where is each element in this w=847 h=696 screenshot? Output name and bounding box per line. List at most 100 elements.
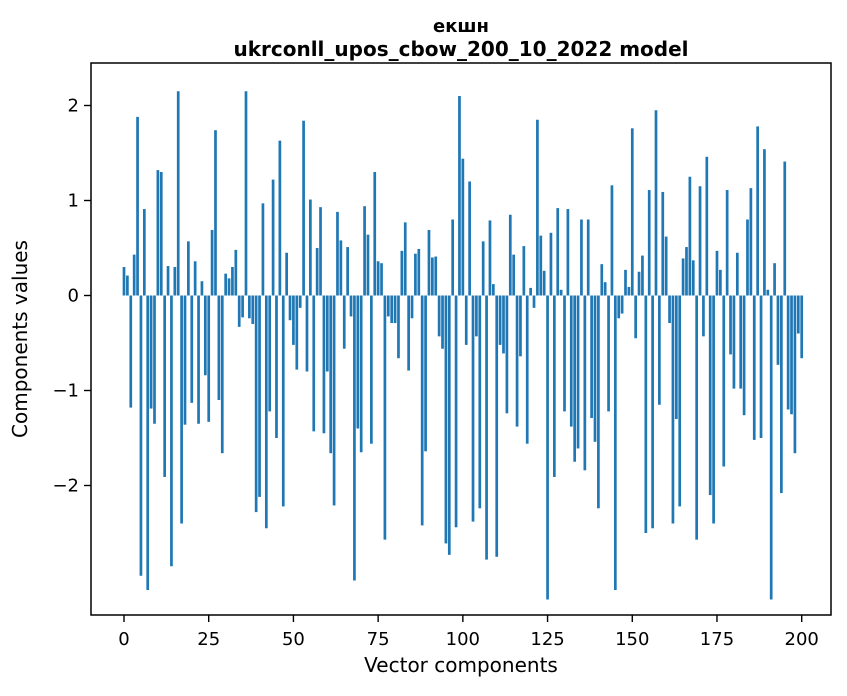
bar [264, 295, 268, 529]
bar [122, 267, 126, 296]
bar [597, 295, 600, 509]
bar [356, 295, 360, 429]
bar [475, 295, 478, 337]
bar [173, 267, 177, 296]
bar [580, 219, 583, 296]
bar [214, 130, 217, 296]
x-tick-label: 50 [282, 629, 305, 650]
bar [329, 295, 333, 454]
bar [647, 190, 651, 296]
bar [339, 240, 343, 296]
bar [505, 295, 509, 414]
bar [190, 295, 194, 403]
bar [776, 295, 780, 365]
bar [170, 295, 173, 567]
bar [197, 295, 200, 424]
bar [715, 250, 719, 296]
bar [156, 170, 160, 296]
bar [566, 209, 570, 296]
bar [539, 235, 543, 296]
bar [556, 208, 560, 296]
bar [698, 186, 702, 296]
bar [153, 295, 156, 424]
bar [641, 255, 644, 296]
bar [607, 295, 610, 412]
bar [451, 219, 455, 296]
bar [393, 295, 397, 324]
bar [719, 269, 722, 296]
bar [746, 219, 749, 296]
bar [447, 295, 451, 555]
x-tick-label: 75 [367, 629, 390, 650]
bar [678, 295, 682, 507]
bar [454, 295, 458, 528]
bar [309, 199, 312, 296]
bar [691, 260, 695, 296]
bar [217, 295, 221, 400]
bar [366, 234, 370, 296]
bars-group [122, 91, 804, 600]
bar [478, 295, 482, 509]
bar [132, 254, 136, 296]
x-tick-label: 25 [197, 629, 220, 650]
bar [563, 295, 566, 412]
bar [363, 206, 366, 296]
bar [437, 295, 441, 337]
bar [725, 190, 729, 296]
bar [376, 261, 380, 296]
bar [705, 156, 709, 296]
bar [752, 295, 756, 440]
x-axis-ticks: 0 25 50 75 100 125 150 175 200 [118, 615, 819, 650]
bar [288, 295, 292, 321]
bar [549, 232, 553, 296]
bar [176, 91, 180, 296]
bar [268, 295, 272, 412]
bar [786, 295, 790, 410]
bar [271, 179, 275, 296]
bar [292, 295, 295, 345]
bar [207, 295, 211, 422]
bar [336, 211, 339, 296]
bar [586, 219, 590, 296]
bar [403, 222, 407, 296]
bar [434, 256, 438, 296]
bar [732, 295, 736, 389]
bar [671, 295, 675, 524]
bar [380, 263, 383, 296]
bar [590, 295, 593, 419]
bar [332, 295, 336, 506]
bar [163, 295, 167, 477]
bar [261, 203, 265, 296]
bar [627, 286, 631, 296]
bar [461, 158, 465, 296]
bar [664, 236, 668, 296]
bar [708, 295, 712, 495]
bar [492, 284, 495, 296]
x-tick-label: 0 [118, 629, 129, 650]
bar [515, 295, 519, 427]
bar [468, 181, 471, 296]
bar [722, 295, 726, 467]
bar [793, 295, 797, 454]
y-tick-label: −2 [52, 476, 79, 497]
bar [603, 282, 607, 296]
bar [139, 295, 143, 576]
bar [796, 295, 800, 334]
bar [668, 295, 671, 324]
bar [359, 295, 363, 453]
bar [559, 289, 563, 296]
bar [200, 281, 204, 296]
bar [302, 120, 305, 296]
bar [281, 295, 285, 507]
bar [634, 295, 638, 339]
bar [251, 295, 255, 324]
bar [237, 295, 241, 327]
bar [136, 116, 139, 296]
bar [783, 161, 787, 296]
bar [763, 149, 766, 296]
bar [427, 229, 431, 296]
bar [149, 295, 153, 409]
x-tick-label: 200 [785, 629, 819, 650]
bar [203, 295, 207, 376]
bar [319, 207, 322, 296]
